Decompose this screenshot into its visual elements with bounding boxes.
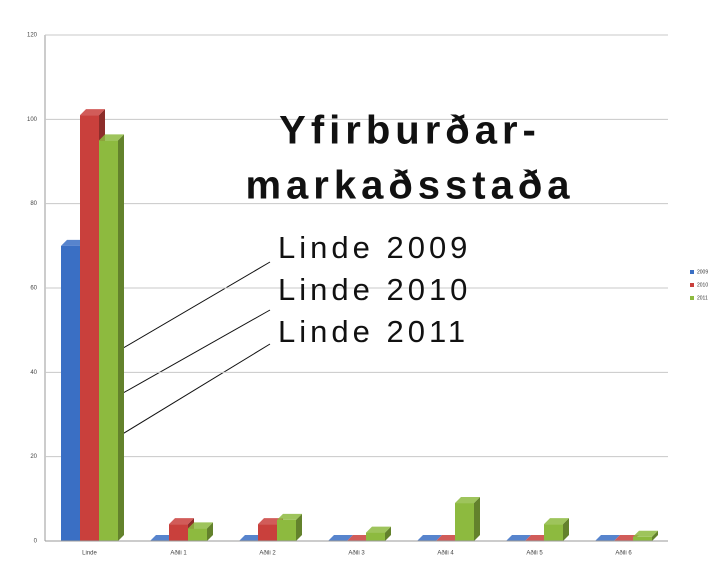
bar xyxy=(258,524,277,541)
bar xyxy=(277,520,296,541)
bar xyxy=(188,528,207,541)
x-tick-label: Aðili 1 xyxy=(170,550,187,557)
legend-label: 2009 xyxy=(697,269,708,275)
legend-label: 2011 xyxy=(697,295,708,301)
y-tick-label: 20 xyxy=(30,454,37,460)
y-tick-label: 0 xyxy=(34,539,38,545)
y-tick-label: 60 xyxy=(30,286,37,292)
bar xyxy=(366,533,385,541)
chart-title: markaðsstaða xyxy=(245,164,574,208)
x-tick-label: Aðili 5 xyxy=(526,550,543,557)
x-tick-label: Aðili 2 xyxy=(259,550,276,557)
x-tick-label: Aðili 3 xyxy=(348,550,365,557)
bar xyxy=(169,524,188,541)
bar-side xyxy=(118,134,124,541)
bar-side xyxy=(474,497,480,541)
x-tick-label: Linde xyxy=(82,551,97,557)
bar xyxy=(455,503,474,541)
y-tick-label: 120 xyxy=(27,33,38,39)
chart: 0 20 40 60 80 100 120 Linde Aðili 1 Aðili 2 Aðili … xyxy=(0,0,724,564)
bar xyxy=(99,140,118,541)
y-tick-label: 100 xyxy=(27,117,38,123)
legend-swatch xyxy=(690,283,694,287)
annotation: Linde 2011 xyxy=(278,314,469,349)
legend-label: 2010 xyxy=(697,282,708,288)
annotation: Linde 2009 xyxy=(278,230,471,265)
legend-swatch xyxy=(690,270,694,274)
y-tick-label: 40 xyxy=(30,370,37,376)
bar xyxy=(633,537,652,541)
bar xyxy=(80,115,99,541)
legend-swatch xyxy=(690,296,694,300)
annotation-leader xyxy=(113,262,270,354)
bar xyxy=(544,524,563,541)
page: {"chart_data": {"type": "bar", "title": … xyxy=(0,0,724,564)
y-tick-label: 80 xyxy=(30,201,37,207)
x-tick-label: Aðili 6 xyxy=(615,550,632,557)
x-tick-label: Aðili 4 xyxy=(437,550,454,557)
bar xyxy=(61,246,80,541)
annotation: Linde 2010 xyxy=(278,272,471,307)
chart-title: Yfirburðar- xyxy=(279,109,541,153)
